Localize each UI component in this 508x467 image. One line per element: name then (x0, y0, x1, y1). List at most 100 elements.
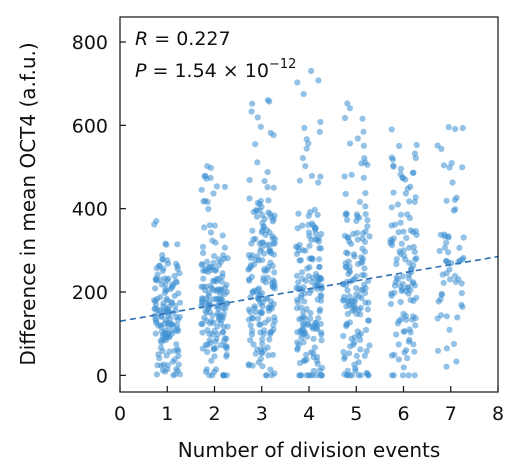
y-tick-label: 800 (72, 32, 108, 54)
data-point (434, 315, 441, 322)
data-point (394, 201, 401, 208)
x-tick-label: 3 (256, 403, 268, 425)
data-point (198, 320, 205, 327)
data-points (151, 67, 467, 379)
data-point (301, 124, 308, 131)
x-tick-label: 0 (114, 403, 126, 425)
data-point (388, 154, 395, 161)
data-point (223, 345, 230, 352)
data-point (315, 238, 322, 245)
data-point (397, 219, 404, 226)
data-point (306, 264, 313, 271)
data-point (359, 272, 366, 279)
data-point (360, 142, 367, 149)
data-point (398, 287, 405, 295)
data-point (406, 336, 413, 343)
data-point (445, 249, 452, 256)
data-point (214, 323, 221, 330)
data-point (249, 252, 256, 259)
data-point (313, 324, 320, 332)
data-point (410, 297, 417, 304)
data-point (446, 326, 453, 333)
data-point (360, 128, 367, 135)
data-point (266, 98, 273, 105)
data-point (454, 314, 461, 321)
data-point (298, 294, 305, 301)
data-point (201, 224, 208, 231)
data-point (403, 234, 410, 242)
data-point (342, 190, 349, 198)
data-point (223, 372, 230, 379)
data-point (263, 242, 270, 249)
data-point (162, 281, 169, 288)
data-point (317, 173, 324, 180)
data-point (257, 300, 264, 307)
data-point (362, 326, 370, 334)
data-point (258, 229, 265, 236)
data-point (346, 350, 353, 357)
data-point (406, 198, 413, 205)
data-point (316, 276, 323, 283)
data-point (259, 363, 266, 370)
data-point (163, 295, 170, 302)
data-point (300, 325, 307, 332)
data-point (175, 316, 182, 323)
data-point (311, 344, 318, 351)
data-point (410, 243, 417, 251)
data-point (412, 194, 419, 201)
data-point (351, 306, 358, 313)
data-point (220, 328, 227, 335)
data-point (295, 279, 302, 286)
data-point (155, 322, 162, 329)
data-point (252, 141, 259, 148)
data-point (317, 320, 324, 327)
x-tick-label: 7 (445, 403, 457, 425)
data-point (358, 295, 365, 302)
data-point (209, 237, 216, 244)
data-point (166, 333, 173, 340)
data-point (202, 368, 210, 375)
data-point (152, 301, 159, 308)
data-point (258, 309, 266, 316)
data-point (200, 249, 207, 257)
data-point (344, 216, 351, 223)
data-point (249, 100, 256, 107)
data-point (403, 316, 410, 323)
data-point (201, 314, 208, 321)
data-point (198, 186, 205, 193)
data-point (402, 256, 409, 263)
data-point (254, 114, 261, 121)
data-point (248, 108, 255, 115)
data-point (156, 355, 163, 362)
data-point (219, 304, 227, 311)
data-point (303, 372, 310, 379)
data-point (215, 286, 223, 293)
data-point (264, 184, 271, 191)
data-point (362, 203, 369, 210)
data-point (388, 126, 395, 133)
data-point (248, 240, 255, 247)
data-point (355, 306, 362, 313)
data-point (293, 250, 301, 257)
data-point (407, 227, 414, 234)
data-point (205, 205, 212, 213)
y-tick-label: 600 (72, 115, 108, 137)
data-point (255, 315, 262, 322)
r-annotation: R = 0.227 (135, 28, 231, 50)
data-point (299, 321, 306, 328)
data-point (343, 303, 350, 310)
data-point (359, 255, 367, 262)
data-point (389, 238, 396, 245)
data-point (397, 283, 404, 290)
data-point (249, 227, 256, 234)
data-point (437, 231, 444, 238)
x-tick-label: 4 (303, 403, 315, 425)
data-point (340, 280, 347, 287)
data-point (388, 372, 396, 379)
data-point (259, 211, 266, 219)
data-point (306, 242, 313, 249)
data-point (441, 244, 448, 251)
data-point (254, 159, 261, 166)
data-point (207, 264, 214, 271)
